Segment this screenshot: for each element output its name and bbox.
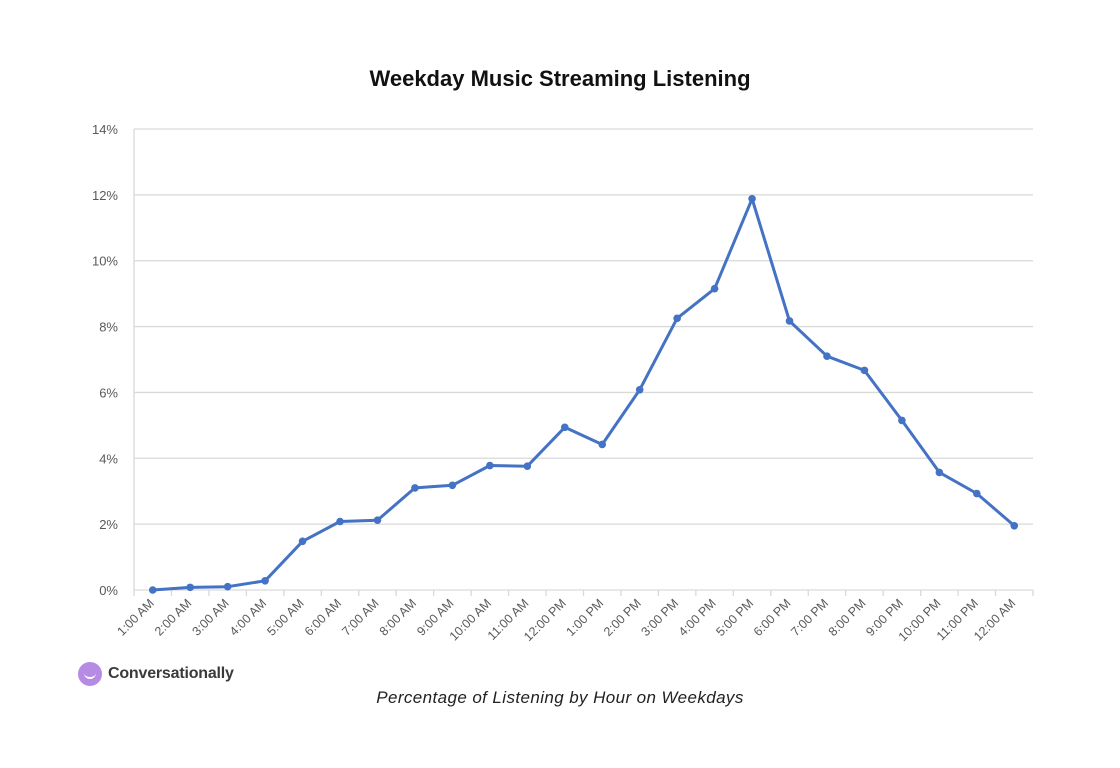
data-point <box>710 284 719 293</box>
data-point <box>823 352 831 361</box>
x-tick-label: 2:00 AM <box>152 596 194 638</box>
y-tick-label: 2% <box>99 517 118 532</box>
data-point <box>523 462 532 470</box>
chart-caption: Percentage of Listening by Hour on Weekd… <box>376 688 744 707</box>
data-point <box>411 484 419 492</box>
x-tick-label: 10:00 AM <box>447 596 494 643</box>
y-tick-labels: 0% 2% 4% 6% 8% 10% 12% 14% <box>92 122 118 598</box>
data-point <box>598 440 607 449</box>
series-line <box>151 197 1016 592</box>
x-tick-label: 3:00 PM <box>638 596 681 639</box>
x-tick-label: 8:00 AM <box>377 596 419 638</box>
data-point <box>673 314 681 323</box>
data-point <box>298 537 307 546</box>
data-point <box>486 461 494 470</box>
data-point <box>785 317 794 325</box>
data-point <box>1010 521 1019 530</box>
brand-logo: Conversationally <box>78 662 234 686</box>
y-tick-label: 10% <box>92 254 118 269</box>
chart-title: Weekday Music Streaming Listening <box>369 66 751 91</box>
data-point <box>223 582 232 591</box>
data-point <box>898 416 906 425</box>
x-tick-label: 12:00 AM <box>971 596 1018 643</box>
data-point <box>935 468 944 477</box>
y-tick-label: 6% <box>99 385 118 400</box>
data-point <box>186 583 194 592</box>
data-point <box>860 366 869 375</box>
x-tick-label: 1:00 AM <box>115 596 157 638</box>
x-tick-label: 4:00 PM <box>676 596 719 639</box>
y-tick-label: 8% <box>99 320 118 335</box>
x-tick-label: 7:00 AM <box>339 596 381 638</box>
data-point <box>635 385 644 394</box>
y-tick-label: 14% <box>92 122 118 137</box>
smile-icon <box>78 662 102 686</box>
brand-name: Conversationally <box>108 665 234 682</box>
data-point <box>748 195 756 203</box>
data-point <box>336 517 344 526</box>
data-point <box>373 516 382 524</box>
data-point <box>261 576 269 585</box>
x-tick-label: 7:00 PM <box>788 596 831 639</box>
data-point <box>448 481 457 490</box>
x-tick-label: 6:00 AM <box>302 596 344 638</box>
gridlines <box>134 128 1033 525</box>
data-point <box>560 423 569 432</box>
x-tick-label: 4:00 AM <box>227 596 269 638</box>
x-tick-label: 1:00 PM <box>564 596 607 639</box>
x-tick-label: 6:00 PM <box>751 596 794 639</box>
series-layer <box>148 195 1019 594</box>
y-tick-label: 0% <box>99 583 118 598</box>
x-tick-label: 8:00 PM <box>826 596 869 639</box>
data-point <box>973 489 981 498</box>
x-tick-label: 5:00 PM <box>713 596 756 639</box>
x-tick-label: 5:00 AM <box>264 596 306 638</box>
x-tick-label: 2:00 PM <box>601 596 644 639</box>
y-tick-label: 4% <box>99 451 118 466</box>
y-tick-label: 12% <box>92 188 118 203</box>
x-tick-labels: 1:00 AM2:00 AM3:00 AM4:00 AM5:00 AM6:00 … <box>115 596 1019 644</box>
axes <box>133 129 1034 596</box>
x-tick-label: 3:00 AM <box>189 596 231 638</box>
data-point <box>148 586 157 594</box>
